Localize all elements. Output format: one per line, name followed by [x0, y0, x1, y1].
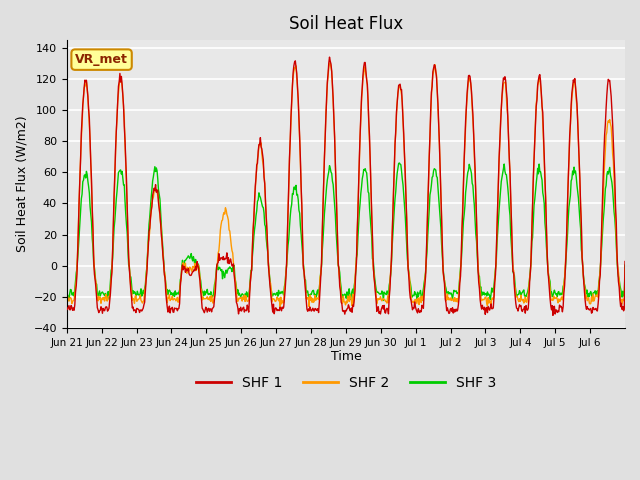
Title: Soil Heat Flux: Soil Heat Flux — [289, 15, 403, 33]
X-axis label: Time: Time — [330, 350, 361, 363]
Legend: SHF 1, SHF 2, SHF 3: SHF 1, SHF 2, SHF 3 — [190, 371, 502, 396]
Y-axis label: Soil Heat Flux (W/m2): Soil Heat Flux (W/m2) — [15, 116, 28, 252]
Text: VR_met: VR_met — [75, 53, 128, 66]
